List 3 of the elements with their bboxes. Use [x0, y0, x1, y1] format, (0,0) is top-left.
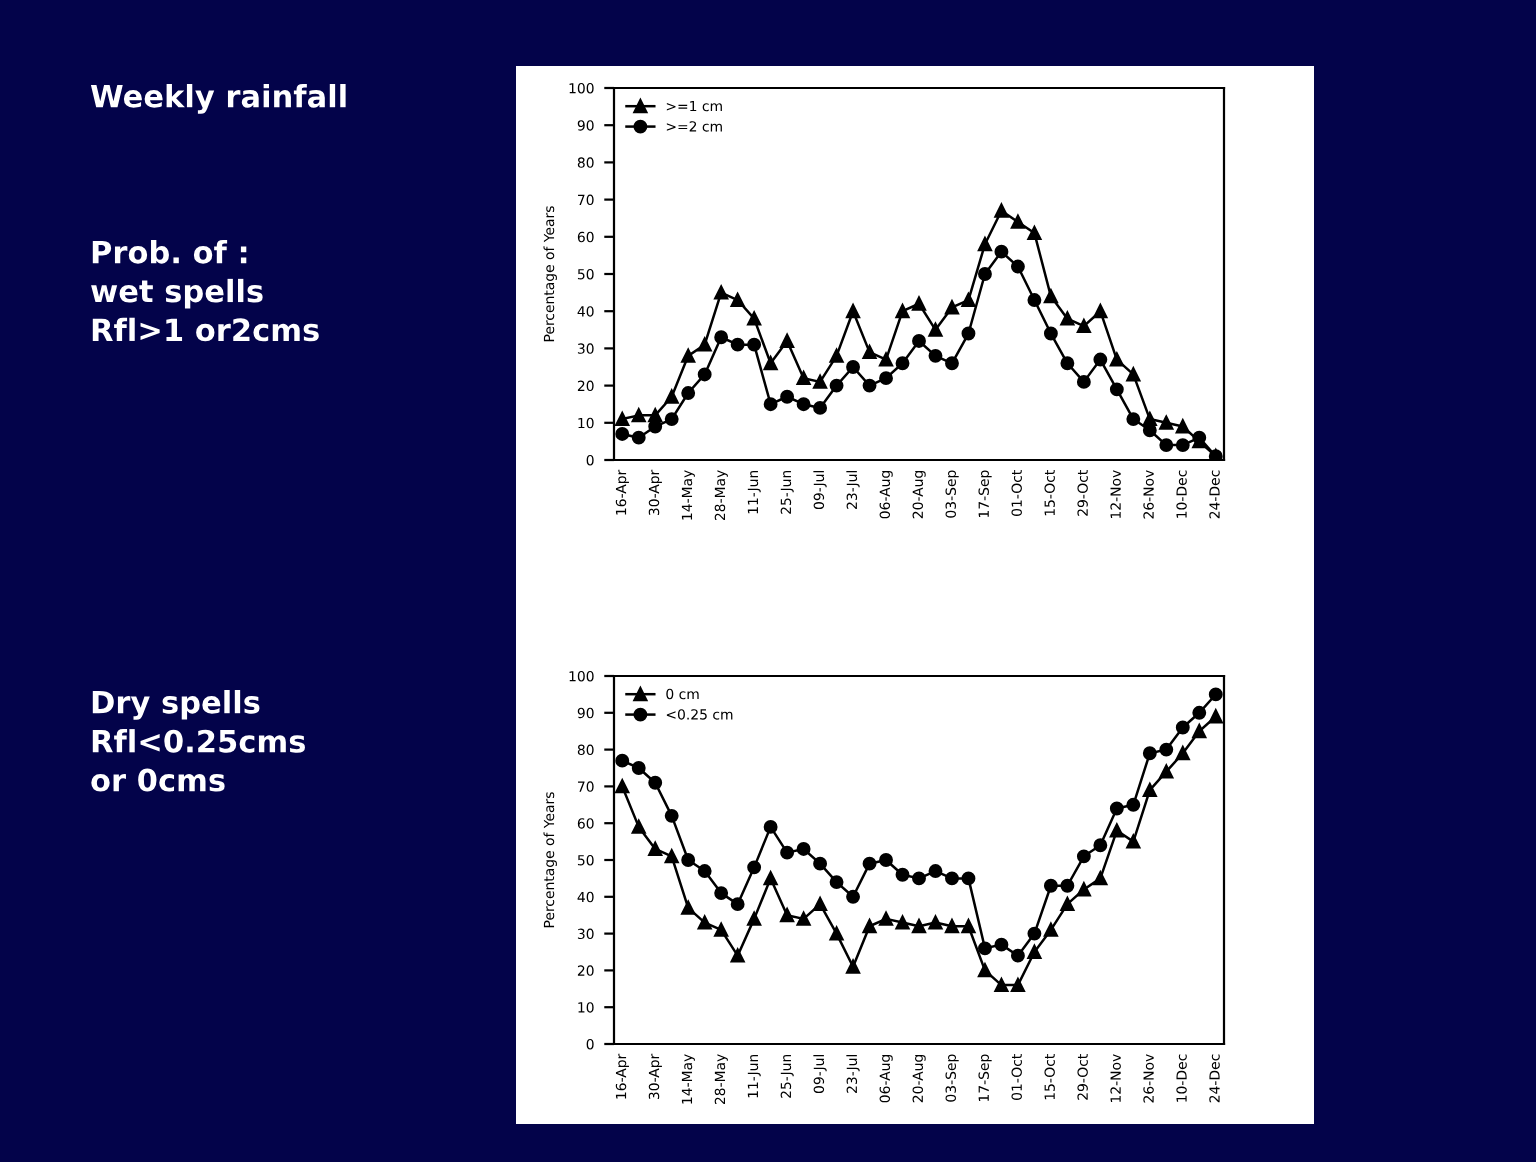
- text: Weekly rainfall: [90, 84, 346, 114]
- text: Dry spells Rfl<0.25cms or 0cms: [91, 690, 305, 792]
- text: Prob. of : wet spells Rfl>1 or2cms: [91, 240, 319, 342]
